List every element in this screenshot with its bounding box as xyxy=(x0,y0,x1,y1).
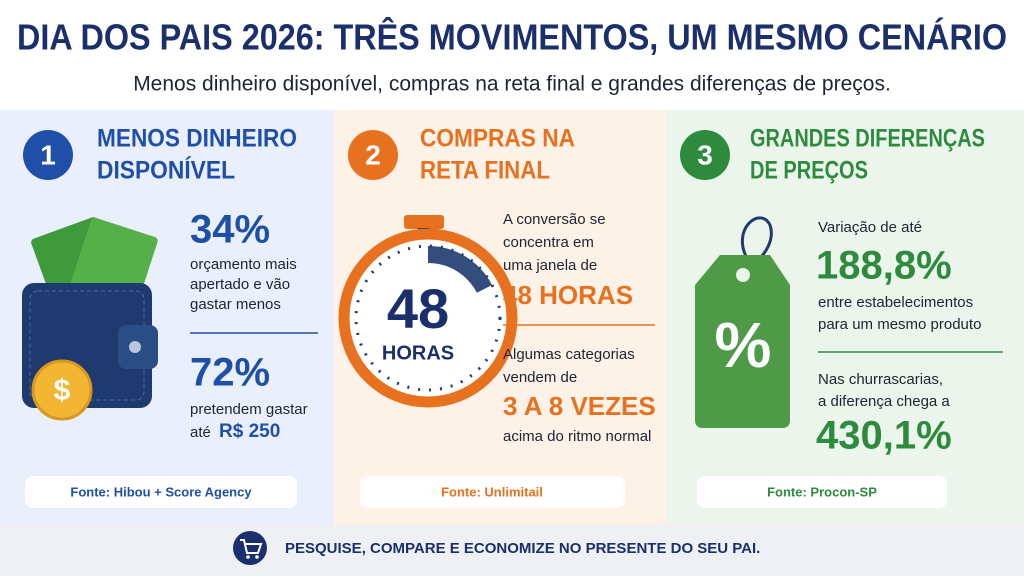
stat-value: 430,1% xyxy=(816,414,952,458)
coin xyxy=(31,359,93,421)
footer-text: PESQUISE, COMPARE E ECONOMIZE NO PRESENT… xyxy=(285,540,760,557)
panel-heading: DISPONÍVEL xyxy=(97,156,235,185)
panel-heading: GRANDES DIFERENÇAS xyxy=(750,125,985,153)
panel-number: 1 xyxy=(40,139,56,170)
source-pill xyxy=(697,476,947,508)
stopwatch-face xyxy=(373,263,483,373)
tag-hole xyxy=(736,268,750,282)
title: DIA DOS PAIS 2026: TRÊS MOVIMENTOS, UM M… xyxy=(17,16,1007,58)
cart-wheel xyxy=(246,555,250,559)
subtitle: Menos dinheiro disponível, compras na re… xyxy=(133,73,891,96)
wallet-icon: $ xyxy=(22,217,158,421)
tag xyxy=(695,255,790,428)
source: Fonte: Unlimitail xyxy=(441,484,543,499)
stat-text: entre estabelecimentos xyxy=(818,294,973,311)
stopwatch-crown xyxy=(404,215,444,229)
source: Fonte: Procon-SP xyxy=(767,484,877,499)
stopwatch-icon: 48 HORAS xyxy=(338,215,518,408)
stopwatch-label: HORAS xyxy=(382,342,454,364)
panel-number: 3 xyxy=(697,139,713,170)
cart-wheel xyxy=(255,555,259,559)
source-pill xyxy=(25,476,297,508)
source: Fonte: Hibou + Score Agency xyxy=(70,484,252,499)
stat-text: Algumas categorias xyxy=(503,346,635,363)
stat-text: pretendem gastar xyxy=(190,401,308,418)
stat-text: Nas churrascarias, xyxy=(818,371,943,388)
number-badge xyxy=(23,130,73,180)
stat-value: 72% xyxy=(190,351,270,395)
stat-value: 188,8% xyxy=(816,244,952,288)
coin-symbol: $ xyxy=(54,374,71,407)
stat-value: 34% xyxy=(190,208,270,252)
stat-text: concentra em xyxy=(503,234,594,251)
panel-heading: DE PREÇOS xyxy=(750,157,868,185)
price-tag-icon: % xyxy=(695,216,790,428)
stat-value: 3 A 8 VEZES xyxy=(503,391,656,421)
stat-text: acima do ritmo normal xyxy=(503,428,651,445)
stat-text: apertado e vão xyxy=(190,276,290,293)
stat-text: a diferença chega a xyxy=(818,393,950,410)
tag-symbol: % xyxy=(715,309,772,381)
stat-highlight: R$ 250 xyxy=(219,421,280,442)
stat-text: uma janela de xyxy=(503,257,597,274)
stopwatch-ticks xyxy=(354,244,502,392)
stat-text: para um mesmo produto xyxy=(818,316,981,333)
stat-value: 48 HORAS xyxy=(503,280,633,310)
number-badge xyxy=(680,130,730,180)
stat-text: vendem de xyxy=(503,369,577,386)
source-pill xyxy=(360,476,625,508)
panel-heading: RETA FINAL xyxy=(420,157,550,185)
stat-text: A conversão se xyxy=(503,211,606,228)
wallet-button xyxy=(129,341,141,353)
panel-heading: MENOS DINHEIRO xyxy=(97,125,297,153)
stat-text: gastar menos xyxy=(190,296,281,313)
cart-badge xyxy=(233,531,267,565)
cart xyxy=(240,539,263,554)
stat-text: Variação de até xyxy=(818,219,922,236)
footer-bg xyxy=(0,525,1024,576)
panel-heading: COMPRAS NA xyxy=(420,125,575,153)
cart-icon xyxy=(233,531,267,565)
stat-text: orçamento mais xyxy=(190,256,297,273)
number-badge xyxy=(348,130,398,180)
stopwatch-number: 48 xyxy=(387,277,449,340)
tag-string xyxy=(740,216,773,264)
stat-text: até xyxy=(190,424,211,441)
panel-number: 2 xyxy=(365,139,381,170)
